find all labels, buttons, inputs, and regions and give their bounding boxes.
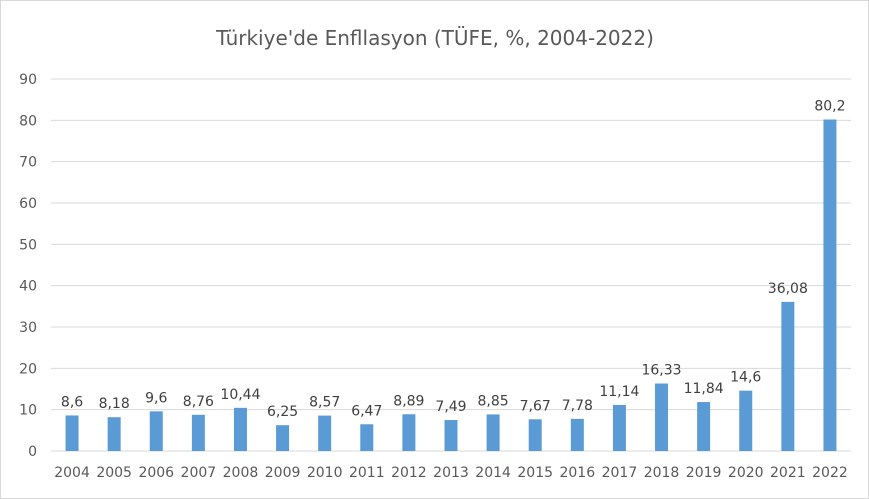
- x-tick-label: 2020: [728, 465, 764, 481]
- data-label: 10,44: [220, 387, 260, 403]
- bar-2012: [402, 414, 416, 451]
- x-axis-ticks: 2004 2005 2006 2007 2008 2009 2010 2011 2012 2013…: [54, 465, 848, 481]
- data-label: 6,47: [351, 403, 382, 419]
- x-tick-label: 2011: [349, 465, 385, 481]
- x-tick-label: 2021: [770, 465, 806, 481]
- x-tick-label: 2015: [517, 465, 553, 481]
- y-tick-label: 0: [28, 444, 37, 460]
- bar-2006: [149, 411, 163, 451]
- y-tick-label: 70: [19, 155, 37, 171]
- bar-2019: [697, 402, 711, 451]
- y-tick-label: 10: [19, 403, 37, 419]
- data-label: 9,6: [145, 390, 167, 406]
- bar-2016: [570, 418, 584, 451]
- data-label: 8,6: [61, 394, 83, 410]
- data-label: 36,08: [768, 281, 808, 297]
- chart-title: Türkiye'de Enfllasyon (TÜFE, %, 2004-202…: [215, 26, 654, 50]
- y-tick-label: 40: [19, 279, 37, 295]
- bar-2018: [655, 383, 669, 451]
- data-labels: 8,6 8,18 9,6 8,76 10,44 6,25 8,57 6,47 8,89 7,49 8…: [61, 99, 846, 421]
- bar-2022: [823, 119, 837, 452]
- x-tick-label: 2006: [138, 465, 174, 481]
- grid-lines: [51, 78, 851, 452]
- bar-2015: [528, 419, 542, 451]
- y-tick-label: 60: [19, 196, 37, 212]
- x-tick-label: 2005: [96, 465, 132, 481]
- y-tick-label: 50: [19, 237, 37, 253]
- y-axis-ticks: 0 10 20 30 40 50 60 70 80 90: [19, 72, 37, 460]
- x-tick-label: 2004: [54, 465, 90, 481]
- x-tick-label: 2016: [559, 465, 595, 481]
- x-tick-label: 2012: [391, 465, 427, 481]
- bar-2020: [739, 390, 753, 451]
- data-label: 8,76: [183, 394, 214, 410]
- bar-2013: [444, 420, 458, 451]
- bar-2011: [360, 424, 374, 451]
- data-label: 16,33: [641, 363, 681, 379]
- data-label: 8,57: [309, 395, 340, 411]
- bar-2017: [612, 404, 626, 451]
- data-label: 6,25: [267, 404, 298, 420]
- x-tick-label: 2013: [433, 465, 469, 481]
- data-label: 7,78: [562, 398, 593, 414]
- bar-2004: [65, 415, 79, 451]
- bar-2010: [318, 415, 332, 451]
- data-label: 7,67: [520, 398, 551, 414]
- x-tick-label: 2019: [686, 465, 722, 481]
- data-label: 7,49: [435, 399, 466, 415]
- data-label: 8,85: [478, 393, 509, 409]
- y-tick-label: 80: [19, 113, 37, 129]
- data-label: 11,84: [684, 381, 724, 397]
- bar-2005: [107, 417, 121, 451]
- data-label: 14,6: [730, 370, 761, 386]
- y-tick-label: 30: [19, 320, 37, 336]
- bar-2008: [233, 407, 247, 451]
- data-label: 11,14: [599, 384, 639, 400]
- bars: [65, 119, 837, 452]
- x-tick-label: 2022: [812, 465, 848, 481]
- x-tick-label: 2010: [307, 465, 343, 481]
- data-label: 8,18: [99, 396, 130, 412]
- bar-2021: [781, 301, 795, 451]
- x-tick-label: 2017: [602, 465, 638, 481]
- bar-2014: [486, 414, 500, 451]
- data-label: 8,89: [393, 393, 424, 409]
- y-tick-label: 20: [19, 361, 37, 377]
- data-label: 80,2: [814, 99, 845, 115]
- x-tick-label: 2009: [265, 465, 301, 481]
- x-tick-label: 2014: [475, 465, 511, 481]
- x-tick-label: 2018: [644, 465, 680, 481]
- x-tick-label: 2008: [223, 465, 259, 481]
- y-tick-label: 90: [19, 72, 37, 88]
- bar-2007: [191, 414, 205, 451]
- x-tick-label: 2007: [181, 465, 217, 481]
- bar-2009: [276, 425, 290, 451]
